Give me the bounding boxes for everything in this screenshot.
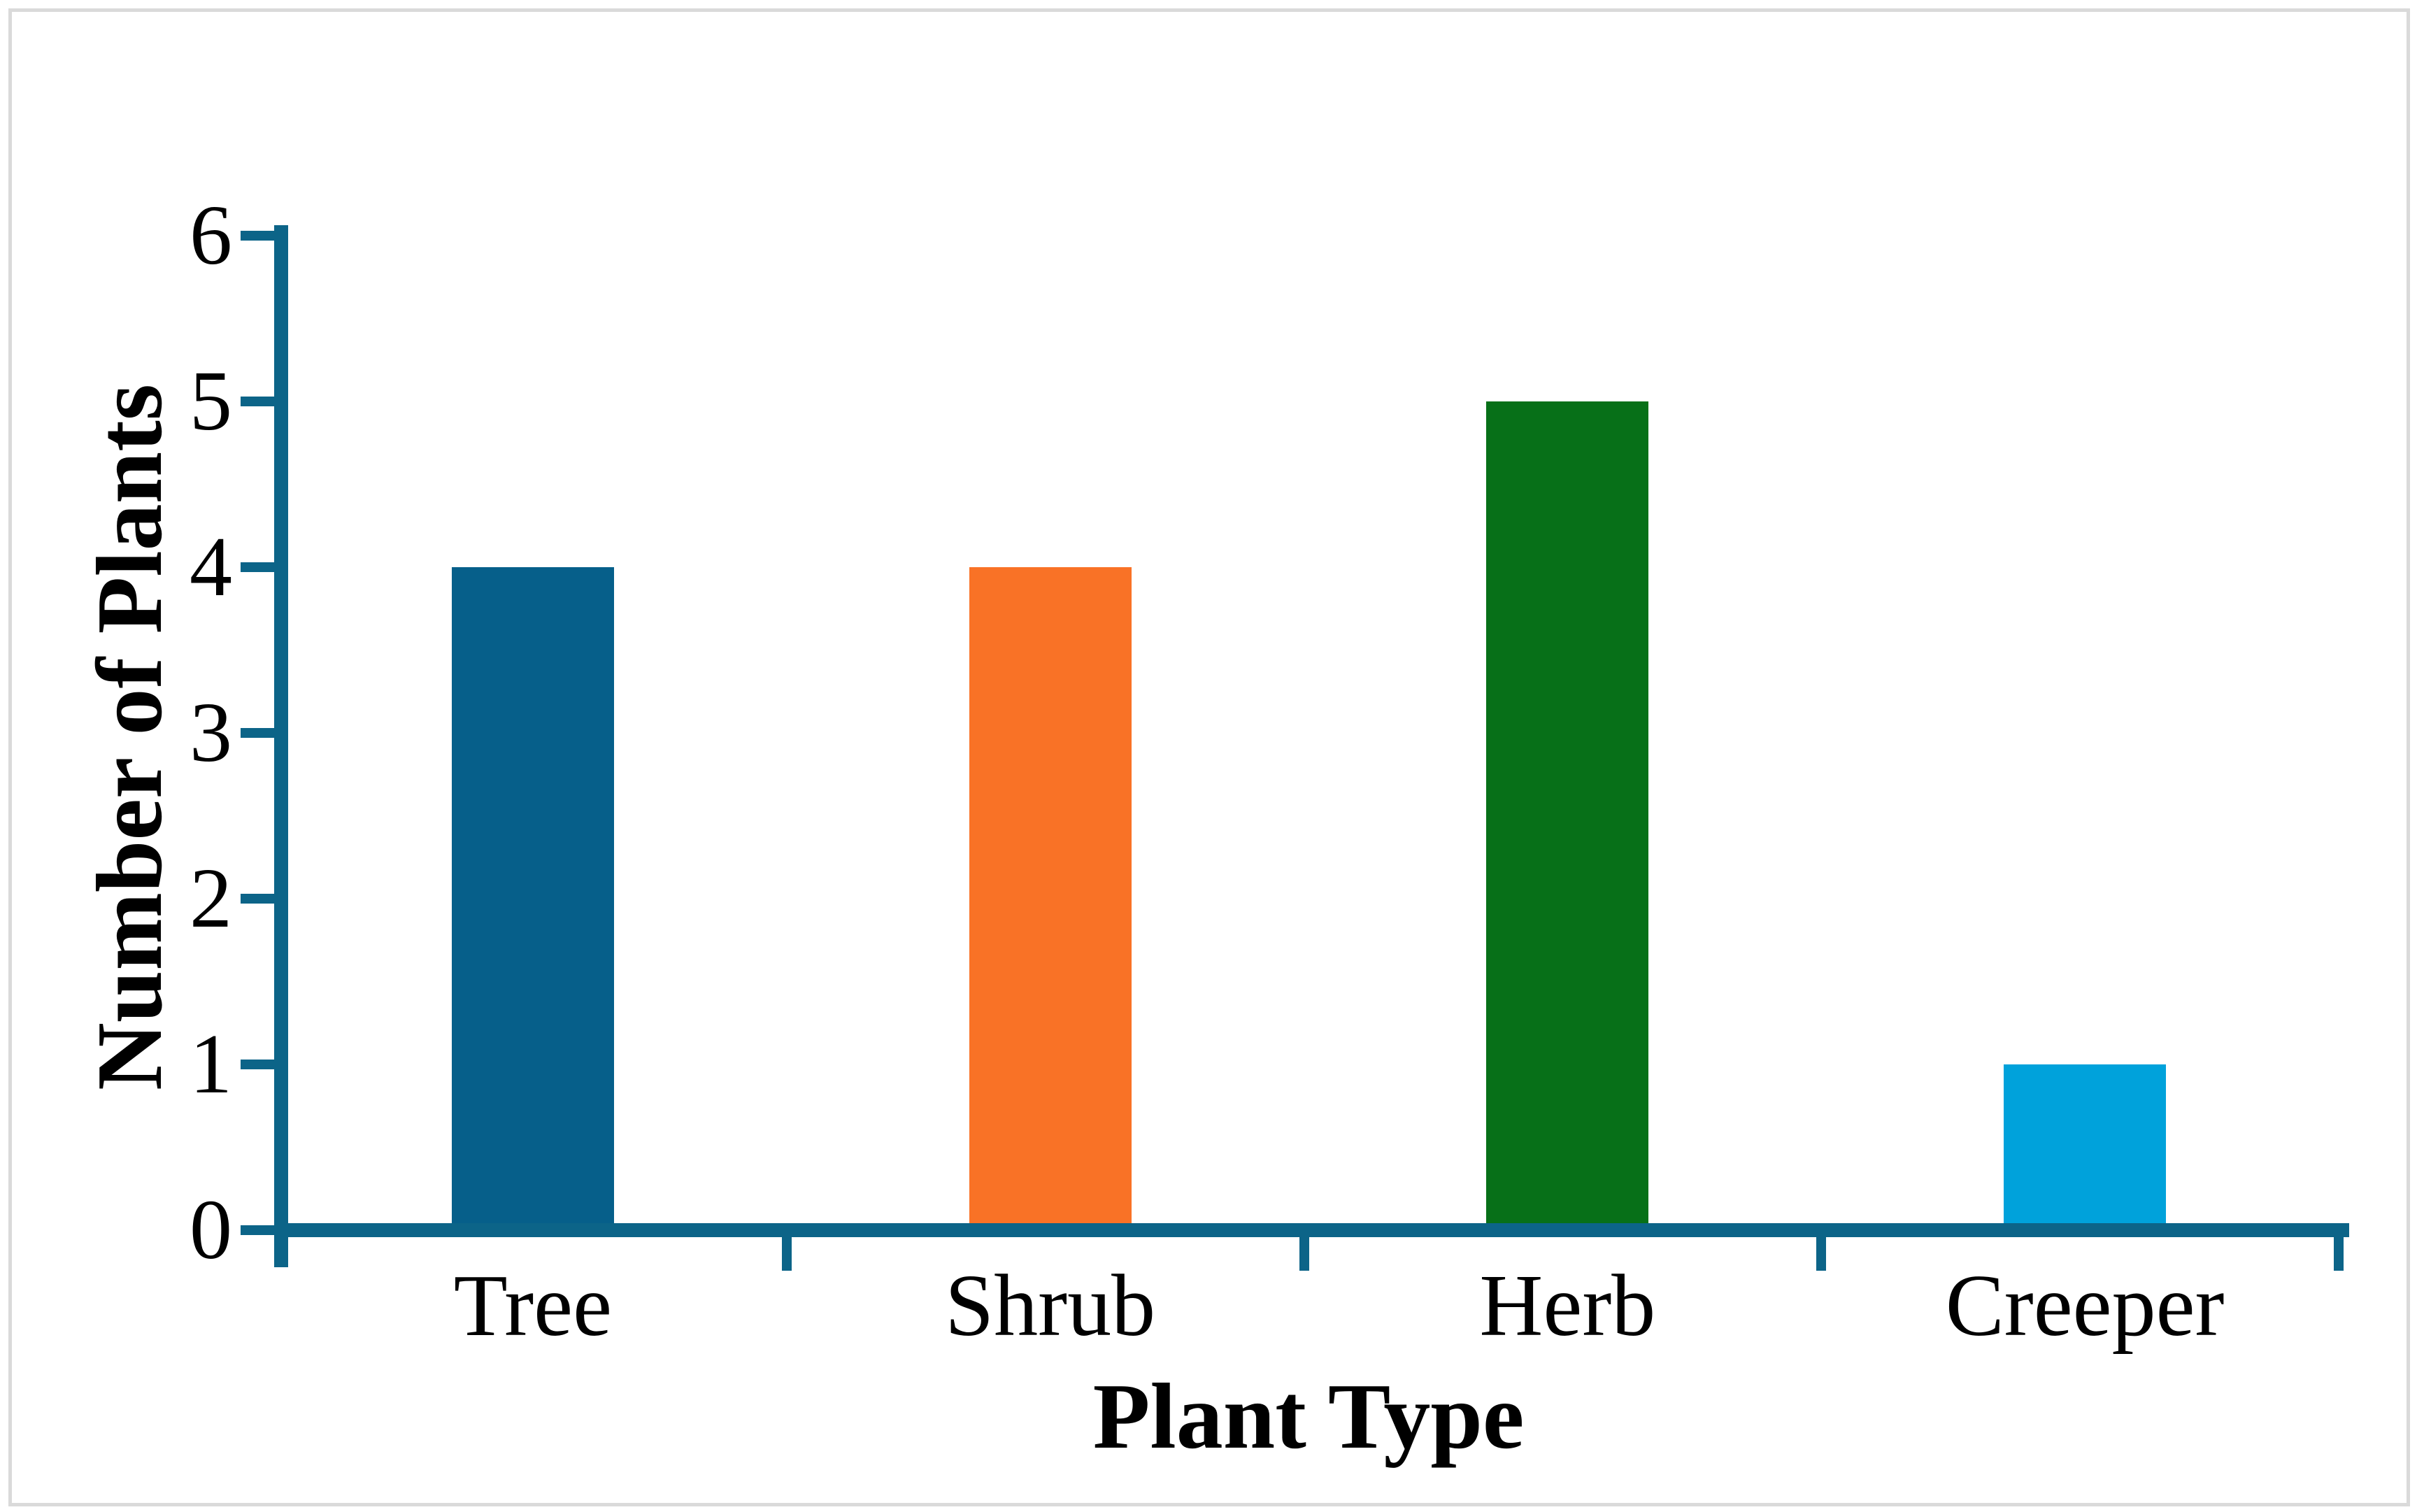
y-tick-label-6: 6 bbox=[190, 188, 232, 283]
y-tick-label-2: 2 bbox=[190, 851, 232, 946]
x-category-label-tree: Tree bbox=[453, 1257, 613, 1355]
x-axis-tick-3 bbox=[1816, 1237, 1827, 1271]
y-axis-tick-3 bbox=[241, 728, 274, 738]
y-axis-line bbox=[274, 225, 288, 1267]
bar-tree bbox=[451, 567, 614, 1237]
x-axis-tick-1 bbox=[781, 1237, 792, 1271]
x-category-label-shrub: Shrub bbox=[945, 1257, 1156, 1355]
y-tick-label-5: 5 bbox=[190, 354, 232, 448]
bar-chart-plot: Number of Plants Plant Type 0 1 2 3 4 5 6 Tree S… bbox=[12, 12, 2407, 1503]
bar-herb bbox=[1486, 401, 1649, 1237]
x-axis-line bbox=[274, 1223, 2349, 1237]
x-category-label-herb: Herb bbox=[1479, 1257, 1656, 1355]
bar-shrub bbox=[969, 567, 1132, 1237]
x-axis-tick-2 bbox=[1299, 1237, 1309, 1271]
y-tick-label-4: 4 bbox=[190, 520, 232, 614]
x-category-label-creeper: Creeper bbox=[1945, 1257, 2225, 1355]
y-axis-tick-6 bbox=[241, 231, 274, 241]
y-axis-tick-4 bbox=[241, 562, 274, 572]
y-axis-tick-5 bbox=[241, 397, 274, 406]
y-tick-label-1: 1 bbox=[190, 1017, 232, 1111]
x-axis-tick-4 bbox=[2334, 1237, 2344, 1271]
chart-frame: Number of Plants Plant Type 0 1 2 3 4 5 6 Tree S… bbox=[8, 8, 2410, 1506]
bar-creeper bbox=[2004, 1064, 2167, 1237]
y-tick-label-3: 3 bbox=[190, 685, 232, 780]
y-axis-tick-2 bbox=[241, 894, 274, 904]
y-axis-tick-1 bbox=[241, 1060, 274, 1069]
x-axis-title: Plant Type bbox=[1092, 1364, 1525, 1468]
y-axis-tick-0 bbox=[241, 1225, 274, 1235]
y-tick-label-0: 0 bbox=[190, 1183, 232, 1277]
